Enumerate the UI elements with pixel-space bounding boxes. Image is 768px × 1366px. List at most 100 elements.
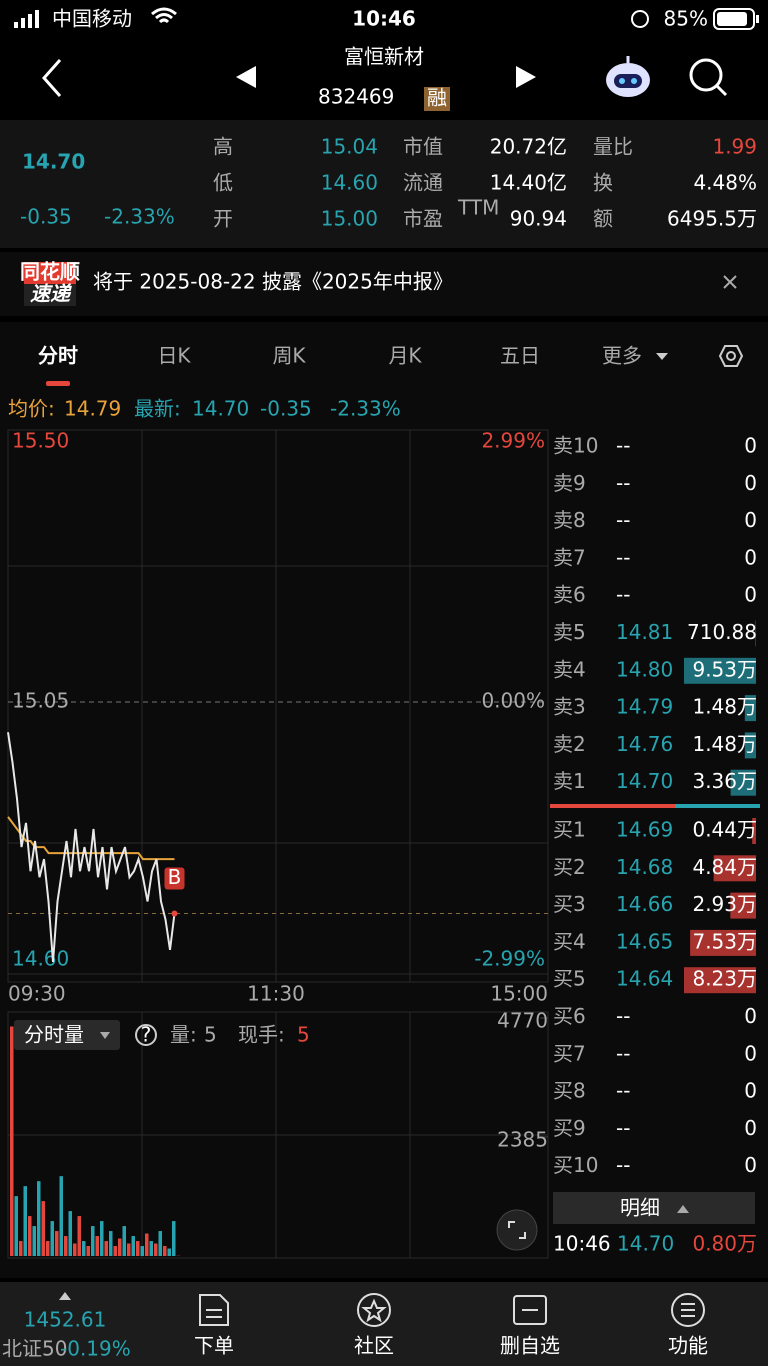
book-price: 14.76 <box>616 732 673 756</box>
book-level: 卖2 <box>553 732 586 756</box>
stat-value: 1.99 <box>712 135 757 159</box>
help-button[interactable] <box>135 1024 157 1046</box>
dropdown-arrow <box>100 1032 110 1039</box>
book-volume: 0 <box>744 1041 757 1065</box>
nav-item[interactable]: 删自选 <box>500 1334 560 1358</box>
depth-bar <box>684 967 756 994</box>
volume-bar <box>59 1176 63 1256</box>
stat-label: 流通 <box>403 171 443 195</box>
volume-bar <box>167 1248 171 1256</box>
pct-tick-label: 0.00% <box>481 689 545 713</box>
book-price: 14.69 <box>616 818 673 842</box>
volume-selector[interactable] <box>14 1020 120 1050</box>
tab[interactable]: 周K <box>272 344 306 368</box>
nav-item[interactable]: 社区 <box>354 1334 394 1358</box>
stat-label: 市值 <box>403 135 443 159</box>
book-price: -- <box>616 583 630 607</box>
stat-value: 15.04 <box>321 135 378 159</box>
nav-icons <box>199 1293 705 1327</box>
book-level: 卖3 <box>553 695 586 719</box>
notice-bar[interactable] <box>0 252 768 316</box>
volume-bar <box>50 1221 54 1256</box>
volume-bar <box>95 1236 99 1256</box>
last-value: 14.70 <box>192 397 249 421</box>
stat-label: 量比 <box>593 135 633 159</box>
summary-change: -0.35 <box>260 397 312 421</box>
book-price: -- <box>616 471 630 495</box>
tab[interactable]: 五日 <box>500 344 540 368</box>
expand-button[interactable] <box>496 1209 538 1251</box>
carrier: 中国移动 <box>52 7 132 31</box>
stock-code: 832469 <box>318 85 394 109</box>
volume-grid <box>8 1012 548 1258</box>
detail-title: 明细 <box>620 1196 660 1220</box>
depth-bar <box>690 929 756 956</box>
book-price: -- <box>616 508 630 532</box>
book-price: 14.65 <box>616 929 673 953</box>
stat-value: 90.94 <box>510 207 567 231</box>
book-level: 买4 <box>553 929 586 953</box>
nav-item[interactable]: 下单 <box>194 1334 234 1358</box>
bottom-nav <box>0 1282 768 1366</box>
stat-label: 开 <box>213 207 233 231</box>
tab[interactable]: 分时 <box>38 344 78 368</box>
book-level: 卖7 <box>553 545 586 569</box>
volume-bar <box>64 1236 68 1256</box>
volume-bar <box>23 1186 27 1256</box>
book-divider-ask <box>675 804 760 808</box>
book-price: 14.66 <box>616 892 673 916</box>
close-notice-button[interactable] <box>723 275 737 289</box>
expand-icon <box>508 1221 526 1239</box>
pct-tick-label: -2.99% <box>474 947 545 971</box>
settings-button[interactable] <box>718 345 744 367</box>
prev-stock-button[interactable] <box>236 66 256 88</box>
volume-value: 5 <box>204 1023 217 1047</box>
book-volume: 0 <box>744 1004 757 1028</box>
tab[interactable]: 日K <box>157 344 191 368</box>
book-level: 卖9 <box>553 471 586 495</box>
stat-value: 20.72亿 <box>490 135 567 159</box>
next-stock-button[interactable] <box>516 66 536 88</box>
tab[interactable]: 月K <box>388 344 422 368</box>
book-price: -- <box>616 1041 630 1065</box>
detail-button[interactable] <box>553 1192 755 1224</box>
book-price: 14.68 <box>616 855 673 879</box>
volume-bar <box>82 1241 86 1256</box>
book-level: 卖5 <box>553 620 586 644</box>
nav-item[interactable]: 功能 <box>668 1334 708 1358</box>
book-level: 买8 <box>553 1079 586 1103</box>
volume-bar <box>149 1241 153 1256</box>
assistant-button[interactable] <box>606 56 650 97</box>
volume-title: 分时量 <box>24 1023 84 1047</box>
book-volume: 0 <box>744 1116 757 1140</box>
stat-label: 市盈 <box>403 207 443 231</box>
stat-label: 换 <box>593 171 613 195</box>
volume-bar <box>163 1246 167 1256</box>
volume-bar <box>100 1221 104 1256</box>
lock-icon <box>631 10 649 28</box>
book-volume: 710.88 <box>687 620 757 644</box>
depth-bar <box>755 620 756 647</box>
price-tick-label: 14.60 <box>12 947 69 971</box>
volume-bar <box>19 1241 23 1256</box>
stat-value: 15.00 <box>321 207 378 231</box>
book-volume: 1.48万 <box>692 732 757 756</box>
time-label: 15:00 <box>490 982 548 1006</box>
book-price: 14.64 <box>616 967 673 991</box>
price-change-pct: -2.33% <box>104 205 175 229</box>
time-label: 09:30 <box>8 982 66 1006</box>
volume-bar <box>145 1233 149 1256</box>
book-volume: 2.93万 <box>692 892 757 916</box>
book-volume: 3.36万 <box>692 769 757 793</box>
notice-text: 将于 2025-08-22 披露《2025年中报》 <box>93 270 453 294</box>
margin-tag-label: 融 <box>427 86 447 110</box>
volume-bar <box>68 1211 72 1256</box>
book-volume: 0.44万 <box>692 818 757 842</box>
trade-marker <box>164 867 185 890</box>
book-level: 卖1 <box>553 769 586 793</box>
back-button[interactable] <box>41 59 62 97</box>
search-button[interactable] <box>689 58 728 97</box>
avg-value: 14.79 <box>64 397 121 421</box>
tab[interactable]: 更多 <box>602 344 642 368</box>
avg-label: 均价: <box>8 397 55 421</box>
